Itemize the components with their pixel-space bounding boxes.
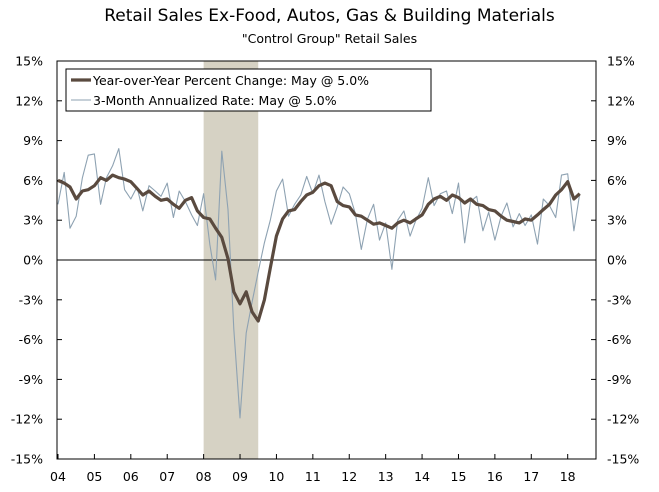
y-tick-label-right: 15% xyxy=(607,54,635,69)
y-tick-label-left: 6% xyxy=(23,173,43,188)
x-tick-label: 12 xyxy=(341,469,357,484)
y-tick-label-right: 0% xyxy=(607,253,627,268)
series-line-annualized xyxy=(57,148,581,419)
x-tick-label: 13 xyxy=(378,469,394,484)
y-tick-label-left: -15% xyxy=(11,452,43,467)
x-tick-label: 14 xyxy=(414,469,430,484)
y-tick-label-left: 12% xyxy=(15,93,43,108)
x-tick-label: 09 xyxy=(232,469,248,484)
x-tick-label: 05 xyxy=(86,469,102,484)
y-tick-label-right: -15% xyxy=(607,452,639,467)
y-tick-label-left: 15% xyxy=(15,54,43,69)
y-tick-label-right: 3% xyxy=(607,213,627,228)
legend-label-annualized: 3-Month Annualized Rate: May @ 5.0% xyxy=(93,93,337,108)
legend-label-yoy: Year-over-Year Percent Change: May @ 5.0… xyxy=(92,73,369,88)
y-tick-label-right: -9% xyxy=(607,372,631,387)
x-tick-label: 11 xyxy=(305,469,321,484)
x-tick-label: 18 xyxy=(560,469,576,484)
chart-title: Retail Sales Ex-Food, Autos, Gas & Build… xyxy=(104,6,555,26)
y-tick-label-left: -9% xyxy=(19,372,43,387)
y-tick-label-left: -12% xyxy=(11,412,43,427)
series-line-yoy xyxy=(57,173,581,323)
chart-subtitle: "Control Group" Retail Sales xyxy=(241,31,418,46)
y-tick-label-right: 6% xyxy=(607,173,627,188)
x-tick-label: 08 xyxy=(196,469,212,484)
x-tick-label: 06 xyxy=(123,469,139,484)
x-tick-label: 07 xyxy=(159,469,175,484)
x-tick-label: 15 xyxy=(451,469,467,484)
x-tick-label: 17 xyxy=(523,469,539,484)
y-tick-label-left: -3% xyxy=(19,292,43,307)
y-tick-label-right: -3% xyxy=(607,292,631,307)
y-tick-label-right: 9% xyxy=(607,133,627,148)
x-tick-label: 04 xyxy=(50,469,66,484)
y-tick-label-right: 12% xyxy=(607,93,635,108)
x-tick-label: 16 xyxy=(487,469,503,484)
y-tick-label-left: -6% xyxy=(19,332,43,347)
y-tick-label-left: 9% xyxy=(23,133,43,148)
plot-border xyxy=(56,60,597,460)
legend-box xyxy=(65,68,432,112)
y-tick-label-left: 0% xyxy=(23,253,43,268)
y-tick-label-right: -6% xyxy=(607,332,631,347)
x-tick-label: 10 xyxy=(268,469,284,484)
y-tick-label-right: -12% xyxy=(607,412,639,427)
y-tick-label-left: 3% xyxy=(23,213,43,228)
